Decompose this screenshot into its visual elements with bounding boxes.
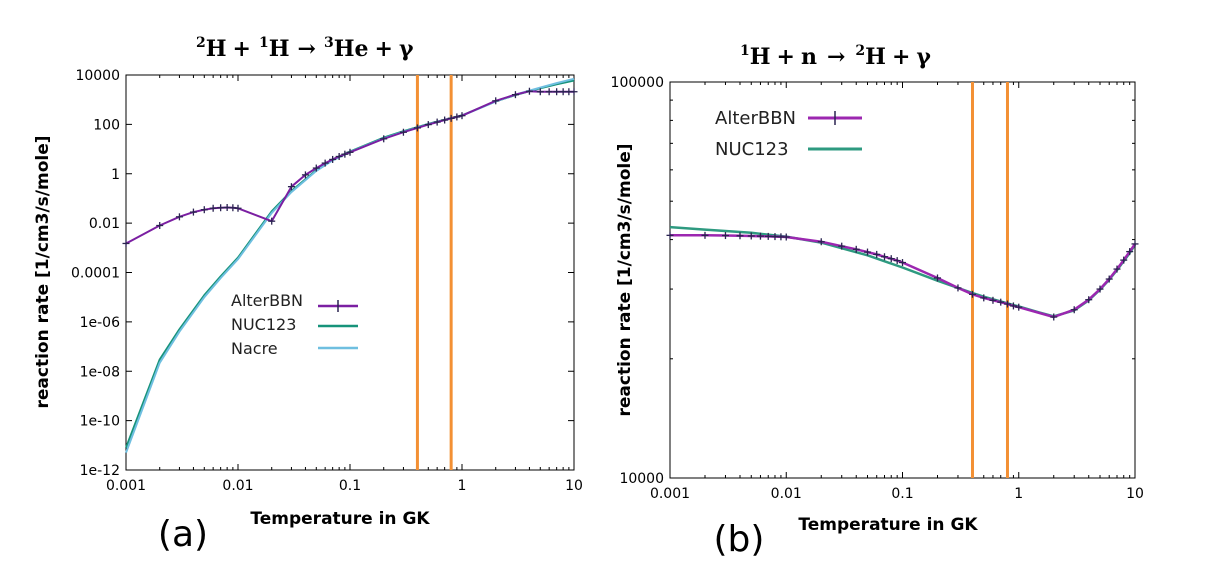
x-tick-label: 10 bbox=[565, 478, 583, 494]
chart-b-legend: AlterBBN NUC123 bbox=[715, 108, 862, 160]
y-tick-label: 0.01 bbox=[89, 216, 120, 232]
series-line-nuc123 bbox=[669, 225, 1137, 318]
chart-a-xlabel: Temperature in GK bbox=[250, 509, 430, 529]
legend-b-nuc123-label: NUC123 bbox=[715, 139, 789, 160]
chart-b-xlabel: Temperature in GK bbox=[798, 515, 978, 535]
series-line-nuc123 bbox=[125, 79, 575, 449]
y-tick-label: 0.0001 bbox=[71, 266, 120, 282]
y-tick-label: 1e-10 bbox=[80, 414, 120, 430]
chart-a-legend: AlterBBN NUC123 Nacre bbox=[231, 291, 358, 358]
x-tick-label: 1 bbox=[1014, 486, 1023, 502]
y-tick-label: 10000 bbox=[75, 68, 120, 84]
legend-a-nuc123-label: NUC123 bbox=[231, 315, 296, 334]
chart-b-title: 1H + n → 2H + γ bbox=[740, 43, 931, 70]
chart-a-ylabel: reaction rate [1/cm3/s/mole] bbox=[33, 135, 53, 408]
x-tick-label: 0.1 bbox=[891, 486, 913, 502]
x-tick-label: 0.1 bbox=[339, 478, 361, 494]
chart-a-panel-label: (a) bbox=[158, 514, 208, 555]
series-line-alterbbn bbox=[670, 234, 1137, 319]
x-tick-label: 0.01 bbox=[771, 486, 802, 502]
x-tick-label: 0.01 bbox=[222, 478, 253, 494]
chart-a-plot-area bbox=[125, 74, 575, 471]
y-tick-label: 100000 bbox=[611, 75, 664, 91]
y-tick-label: 1e-12 bbox=[80, 463, 120, 479]
x-tick-label: 0.001 bbox=[650, 486, 690, 502]
legend-a-nacre-label: Nacre bbox=[231, 339, 278, 358]
y-tick-label: 1e-08 bbox=[80, 364, 120, 380]
y-tick-label: 1e-06 bbox=[80, 315, 120, 331]
x-tick-label: 1 bbox=[458, 478, 467, 494]
chart-b-panel-label: (b) bbox=[714, 519, 765, 560]
y-tick-label: 100 bbox=[93, 117, 120, 133]
y-tick-label: 10000 bbox=[619, 471, 664, 487]
legend-b-alterbbn-label: AlterBBN bbox=[715, 108, 796, 129]
chart-b-ylabel: reaction rate [1/cm3/s/mole] bbox=[615, 143, 635, 416]
chart-a-title: 2H +1H → 3He + γ bbox=[196, 35, 414, 62]
legend-a-alterbbn-label: AlterBBN bbox=[231, 291, 303, 310]
chart-b: 1H + n → 2H + γ 0.001 0.01 0.1 1 10 10000 100000 rea… bbox=[611, 43, 1144, 560]
chart-a: 2H +1H → 3He + γ 0.001 0.01 0.1 1 10 1e-12 1e-10 1e-… bbox=[33, 35, 583, 555]
series-line-nacre bbox=[125, 77, 575, 454]
series-line-alterbbn bbox=[125, 90, 574, 245]
x-tick-label: 10 bbox=[1126, 486, 1144, 502]
y-tick-label: 1 bbox=[111, 167, 120, 183]
x-tick-label: 0.001 bbox=[106, 478, 146, 494]
